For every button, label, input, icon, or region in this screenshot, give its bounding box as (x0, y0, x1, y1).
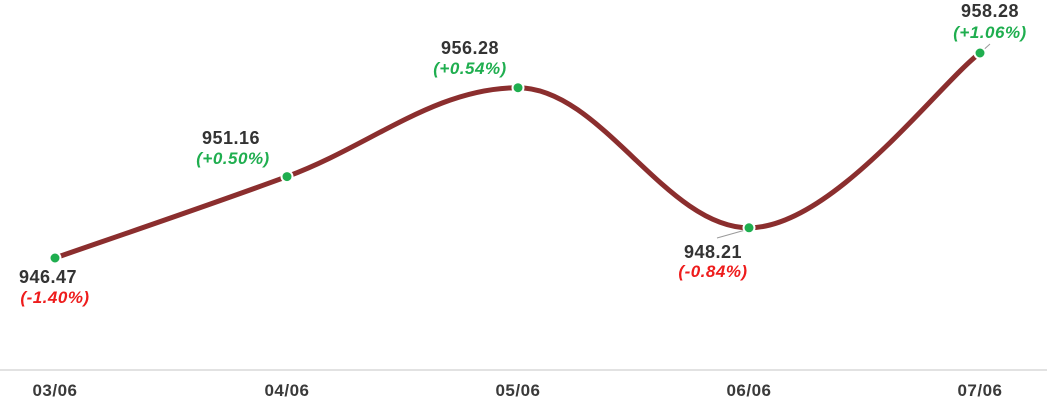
data-label-change: (-1.40%) (20, 288, 89, 307)
data-label-change: (-0.84%) (678, 262, 747, 281)
x-tick-label: 07/06 (957, 381, 1002, 400)
x-tick-label: 04/06 (264, 381, 309, 400)
data-label-value: 958.28 (961, 1, 1019, 21)
data-label-value: 951.16 (202, 128, 260, 148)
x-tick-label: 05/06 (495, 381, 540, 400)
data-point[interactable] (511, 81, 525, 95)
x-tick-label: 03/06 (32, 381, 77, 400)
data-label-change: (+1.06%) (953, 23, 1026, 42)
chart-marks: 946.47(-1.40%) 951.16(+0.50%) 956.28(+0.54… (19, 1, 1026, 307)
data-point[interactable] (280, 170, 294, 184)
data-point[interactable] (48, 251, 62, 265)
x-axis-ticks: 03/06 04/06 05/06 06/06 07/06 (32, 381, 1002, 400)
data-point[interactable] (742, 221, 756, 235)
data-label-value: 956.28 (441, 38, 499, 58)
series-line (52, 50, 983, 261)
data-label-value: 946.47 (19, 267, 77, 287)
x-tick-label: 06/06 (726, 381, 771, 400)
data-label-change: (+0.54%) (433, 59, 506, 78)
data-label-change: (+0.50%) (196, 149, 269, 168)
data-point[interactable] (973, 46, 987, 60)
data-label-value: 948.21 (684, 242, 742, 262)
